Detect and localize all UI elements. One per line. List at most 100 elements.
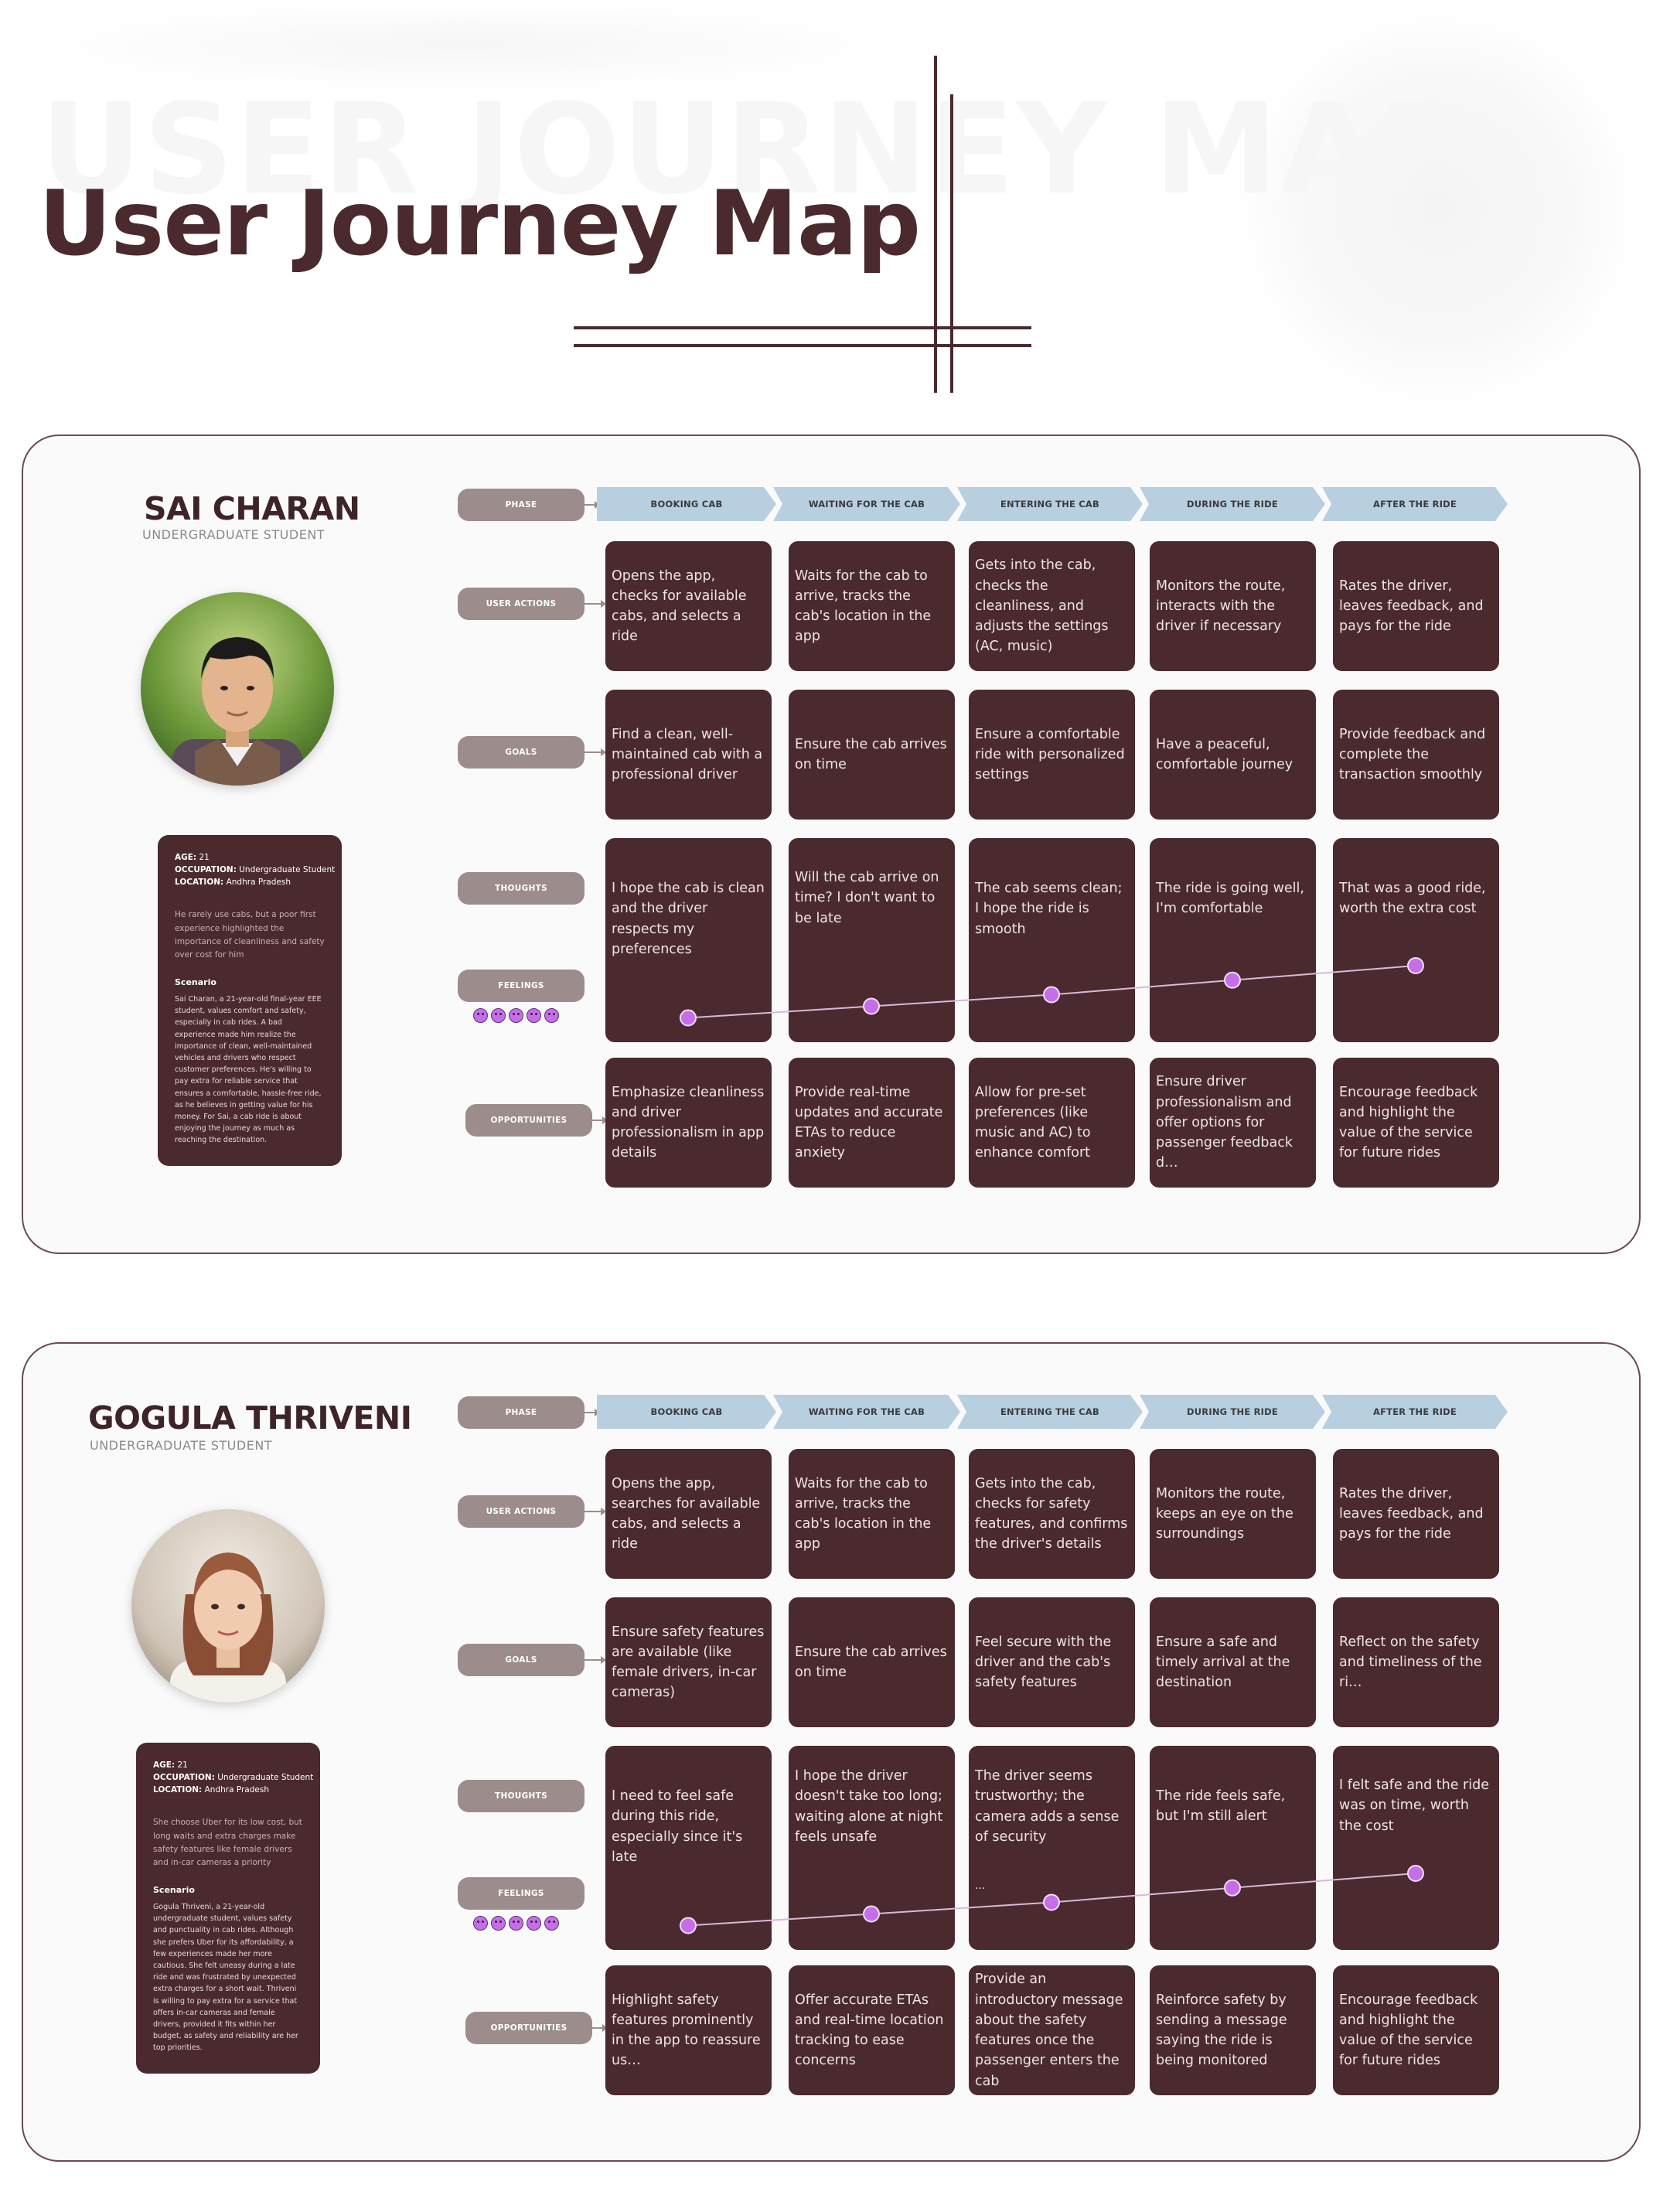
journey-card-gogula-thriveni: GOGULA THRIVENI UNDERGRADUATE STUDENT AG… <box>22 1342 1641 2162</box>
feeling-emoji-point-0 <box>680 1009 697 1027</box>
persona-role: UNDERGRADUATE STUDENT <box>90 1438 273 1453</box>
scenario-text: Gogula Thriveni, a 21-year-old undergrad… <box>153 1903 298 2053</box>
user-action-cell: Opens the app, checks for available cabs… <box>605 541 772 671</box>
decorative-line <box>950 94 953 393</box>
opportunity-cell: Encourage feedback and highlight the val… <box>1333 1058 1499 1188</box>
info-occupation: OCCUPATION: Undergraduate Student <box>175 864 336 874</box>
user-action-cell: Gets into the cab, checks the cleanlines… <box>969 541 1135 671</box>
phase-booking-cab: BOOKING CAB <box>597 487 776 521</box>
male-student-avatar-icon <box>141 592 334 786</box>
feeling-emoji-point-1 <box>863 997 880 1015</box>
persona-info-box: AGE: 21 OCCUPATION: Undergraduate Studen… <box>136 1743 320 2074</box>
goal-cell: Ensure a safe and timely arrival at the … <box>1150 1597 1316 1727</box>
row-label-opportunities: OPPORTUNITIES <box>465 2012 592 2044</box>
opportunity-cell: Reinforce safety by sending a message sa… <box>1150 1965 1316 2095</box>
thought-cell: I hope the cab is clean and the driver r… <box>605 838 772 1042</box>
goal-cell: Ensure the cab arrives on time <box>789 1597 955 1727</box>
phase-waiting-for-cab: WAITING FOR THE CAB <box>773 1395 960 1429</box>
scenario-text: Sai Charan, a 21-year-old final-year EEE… <box>175 995 322 1145</box>
user-action-cell: Waits for the cab to arrive, tracks the … <box>789 541 955 671</box>
sad-emoji-icon <box>527 1916 541 1931</box>
user-action-cell: Gets into the cab, checks for safety fea… <box>969 1449 1135 1579</box>
female-student-avatar-icon <box>131 1509 325 1702</box>
very-happy-emoji-icon <box>473 1008 488 1023</box>
happy-emoji-icon <box>491 1008 506 1023</box>
row-arrow <box>592 1116 608 1124</box>
persona-note: She choose Uber for its low cost, but lo… <box>153 1818 302 1868</box>
row-label-opportunities: OPPORTUNITIES <box>465 1104 592 1137</box>
user-action-cell: Monitors the route, keeps an eye on the … <box>1150 1449 1316 1579</box>
persona-name: SAI CHARAN <box>144 490 360 527</box>
user-action-cell: Rates the driver, leaves feedback, and p… <box>1333 541 1499 671</box>
angry-emoji-icon <box>544 1916 559 1931</box>
feeling-emoji-point-3 <box>1224 1879 1241 1897</box>
row-label-user-actions: USER ACTIONS <box>458 588 584 620</box>
info-age: AGE: 21 <box>175 853 210 862</box>
neutral-emoji-icon <box>509 1916 523 1931</box>
opportunity-cell: Offer accurate ETAs and real-time locati… <box>789 1965 955 2095</box>
very-happy-emoji-icon <box>473 1916 488 1931</box>
phase-waiting-for-cab: WAITING FOR THE CAB <box>773 487 960 521</box>
row-label-thoughts: THOUGHTS <box>458 1780 584 1812</box>
page-title: User Journey Map <box>39 172 921 276</box>
phase-during-ride: DURING THE RIDE <box>1140 1395 1325 1429</box>
phase-booking-cab: BOOKING CAB <box>597 1395 776 1429</box>
feelings-curve <box>680 1865 1424 1934</box>
thought-cell: I felt safe and the ride was on time, wo… <box>1333 1746 1499 1950</box>
opportunity-cell: Ensure driver professionalism and offer … <box>1150 1058 1316 1188</box>
persona-info-box: AGE: 21 OCCUPATION: Undergraduate Studen… <box>158 835 342 1166</box>
phase-entering-cab: ENTERING THE CAB <box>957 487 1143 521</box>
persona-note: He rarely use cabs, but a poor first exp… <box>175 910 325 960</box>
info-occupation: OCCUPATION: Undergraduate Student <box>153 1772 314 1782</box>
row-arrow <box>584 748 606 756</box>
phase-entering-cab: ENTERING THE CAB <box>957 1395 1143 1429</box>
background-blur-circle <box>1222 15 1655 402</box>
thought-cell: The ride is going well, I'm comfortable <box>1150 838 1316 1042</box>
background-glow <box>0 0 928 93</box>
opportunity-cell: Allow for pre-set preferences (like musi… <box>969 1058 1135 1188</box>
opportunity-cell: Emphasize cleanliness and driver profess… <box>605 1058 772 1188</box>
goal-cell: Ensure safety features are available (li… <box>605 1597 772 1727</box>
happy-emoji-icon <box>491 1916 506 1931</box>
persona-role: UNDERGRADUATE STUDENT <box>142 527 325 542</box>
feeling-emoji-point-0 <box>680 1917 697 1934</box>
row-label-feelings: FEELINGS <box>458 970 584 1002</box>
feeling-emoji-point-4 <box>1407 1865 1424 1882</box>
row-label-goals: GOALS <box>458 1644 584 1676</box>
thought-ellipsis: ... <box>975 1880 986 1892</box>
feeling-emoji-point-2 <box>1043 986 1060 1004</box>
user-action-cell: Opens the app, searches for available ca… <box>605 1449 772 1579</box>
feeling-emoji-point-1 <box>863 1905 880 1923</box>
row-label-goals: GOALS <box>458 736 584 769</box>
persona-name: GOGULA THRIVENI <box>88 1399 412 1437</box>
thought-cell: The cab seems clean; I hope the ride is … <box>969 838 1135 1042</box>
decorative-line <box>574 326 1031 329</box>
opportunity-cell: Provide an introductory message about th… <box>969 1965 1135 2095</box>
thought-cell: The ride feels safe, but I'm still alert <box>1150 1746 1316 1950</box>
row-label-phase: PHASE <box>458 1396 584 1429</box>
journey-card-sai-charan: SAI CHARAN UNDERGRADUATE STUDENT AGE: 21… <box>22 435 1641 1254</box>
neutral-emoji-icon <box>509 1008 523 1023</box>
feeling-emoji-point-2 <box>1043 1893 1060 1911</box>
row-label-phase: PHASE <box>458 489 584 521</box>
goal-cell: Feel secure with the driver and the cab'… <box>969 1597 1135 1727</box>
feeling-scale-icons <box>473 1916 559 1931</box>
scenario-title: Scenario <box>153 1884 195 1895</box>
sad-emoji-icon <box>527 1008 541 1023</box>
angry-emoji-icon <box>544 1008 559 1023</box>
opportunity-cell: Highlight safety features prominently in… <box>605 1965 772 2095</box>
opportunity-cell: Encourage feedback and highlight the val… <box>1333 1965 1499 2095</box>
goal-cell: Ensure the cab arrives on time <box>789 690 955 820</box>
thought-cell: That was a good ride, worth the extra co… <box>1333 838 1499 1042</box>
info-location: LOCATION: Andhra Pradesh <box>153 1784 269 1794</box>
feelings-curve <box>680 957 1424 1027</box>
row-label-thoughts: THOUGHTS <box>458 872 584 905</box>
phase-during-ride: DURING THE RIDE <box>1140 487 1325 521</box>
feeling-emoji-point-3 <box>1224 971 1241 989</box>
user-action-cell: Waits for the cab to arrive, tracks the … <box>789 1449 955 1579</box>
row-label-feelings: FEELINGS <box>458 1877 584 1910</box>
info-age: AGE: 21 <box>153 1760 188 1770</box>
thought-cell: I need to feel safe during this ride, es… <box>605 1746 772 1950</box>
phase-after-ride: AFTER THE RIDE <box>1322 1395 1508 1429</box>
feeling-emoji-point-4 <box>1407 957 1424 974</box>
